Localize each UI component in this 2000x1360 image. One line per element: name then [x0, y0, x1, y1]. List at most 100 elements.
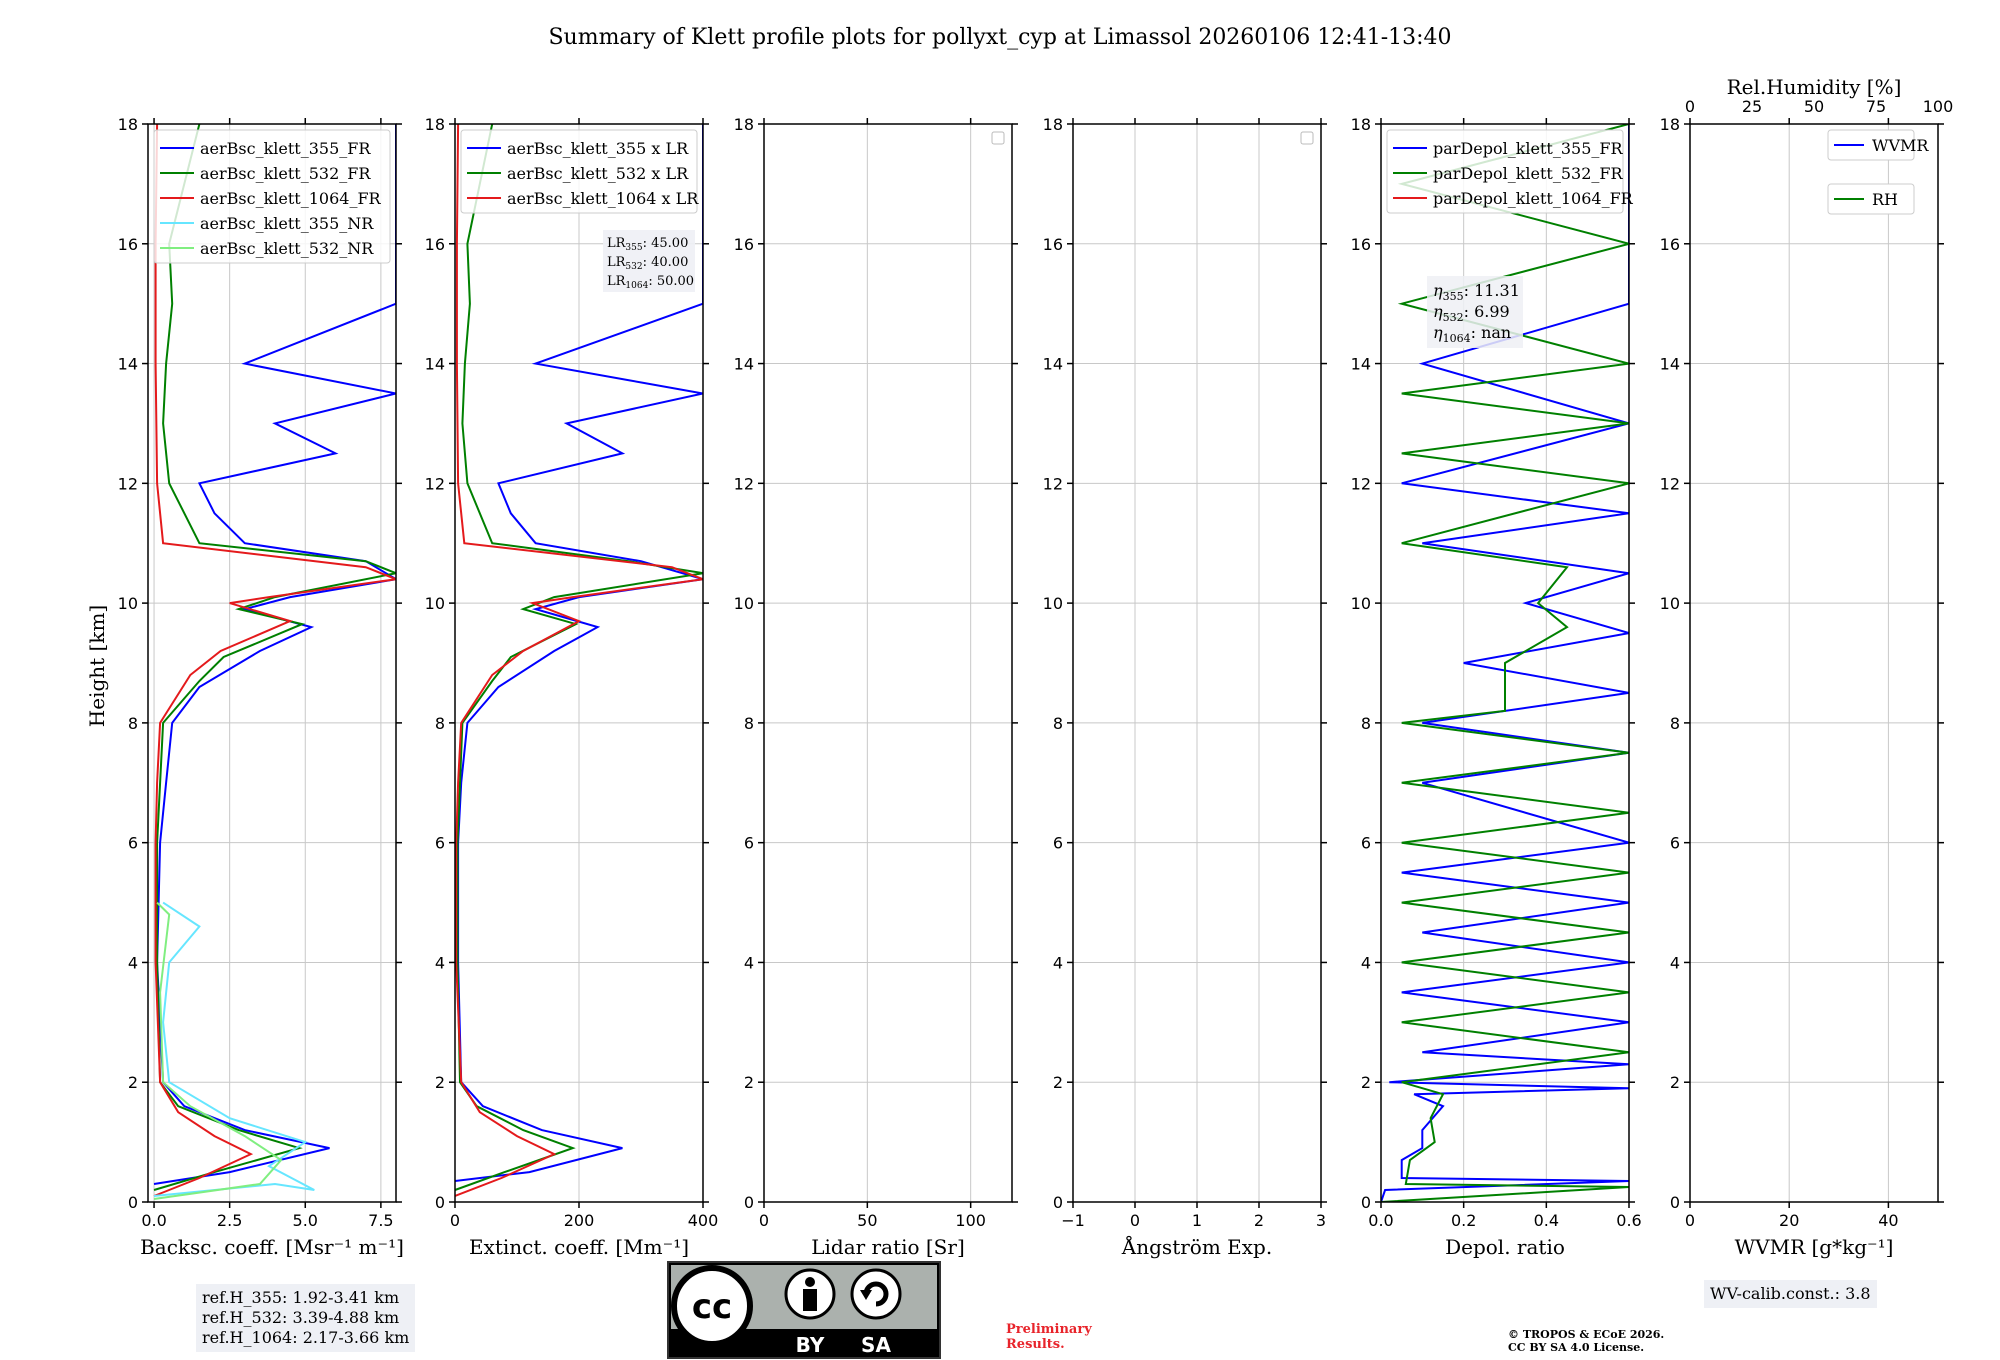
ref-height-355: ref.H_355: 1.92-3.41 km	[202, 1288, 400, 1307]
series-group	[455, 124, 703, 1197]
y-tick-label: 18	[734, 115, 754, 134]
y-tick-label: 4	[1361, 953, 1371, 972]
copyright-line-2: CC BY SA 4.0 License.	[1508, 1341, 1645, 1354]
panel-6: 0 2 4 6 8 10 12 14 16 18 0 20 40 WVMR [g*kg⁻¹] 0 25 50 75…	[1660, 75, 1954, 1259]
legend-box	[460, 129, 698, 214]
y-tick-label: 8	[1053, 714, 1063, 733]
x-tick-label: 0.0	[1368, 1211, 1393, 1230]
axes-frame	[147, 123, 397, 1203]
x-tick-label: 5.0	[293, 1211, 318, 1230]
legend: parDepol_klett_355_FR parDepol_klett_532_…	[1386, 129, 1634, 214]
sa-share-icon	[850, 1268, 902, 1320]
x-tick-label: 0	[450, 1211, 460, 1230]
lidar-ratio-box	[603, 230, 695, 292]
legend: aerBsc_klett_355 x LR aerBsc_klett_532 x …	[460, 129, 699, 214]
legend-entry: parDepol_klett_532_FR	[1433, 164, 1624, 183]
y-tick-label: 8	[1670, 714, 1680, 733]
y-tick-label: 16	[118, 235, 138, 254]
panel-2: 0 2 4 6 8 10 12 14 16 18 0 200 400 Extinct. coeff. [M…	[425, 115, 719, 1259]
y-tick-label: 0	[1053, 1193, 1063, 1212]
y-tick-label: 10	[118, 594, 138, 613]
y-tick-label: 4	[744, 953, 754, 972]
y-tick-label: 10	[1351, 594, 1371, 613]
copyright-line-1: © TROPOS & ECoE 2026.	[1508, 1328, 1665, 1341]
series-group	[153, 124, 396, 1200]
x-tick-label: 2	[1254, 1211, 1264, 1230]
top-tick-label: 25	[1742, 97, 1762, 116]
by-person-body	[803, 1289, 817, 1311]
by-person-head	[805, 1277, 815, 1287]
legend-entry: aerBsc_klett_355_FR	[200, 139, 371, 158]
legend-entry: aerBsc_klett_1064_FR	[200, 189, 382, 208]
axes-frame	[763, 123, 1013, 1203]
y-tick-label: 2	[1670, 1073, 1680, 1092]
x-tick-label: −1	[1061, 1211, 1085, 1230]
y-tick-label: 8	[1361, 714, 1371, 733]
x-tick-label: 200	[564, 1211, 595, 1230]
x-axis-label: Depol. ratio	[1445, 1235, 1565, 1259]
y-tick-label: 2	[128, 1073, 138, 1092]
x-tick-label: 0.6	[1616, 1211, 1641, 1230]
axes-frame	[1689, 123, 1939, 1203]
top-axis-label: Rel.Humidity [%]	[1727, 75, 1902, 99]
x-axis-label: Extinct. coeff. [Mm⁻¹]	[469, 1235, 689, 1259]
y-tick-label: 12	[1351, 474, 1371, 493]
y-tick-label: 16	[425, 235, 445, 254]
sa-arrow	[863, 1281, 889, 1307]
wv-calib-box: WV-calib.const.: 3.8	[1704, 1280, 1877, 1308]
lidar-ratio-355: LR355: 45.00	[607, 236, 688, 253]
lidar-ratio-532: LR532: 40.00	[607, 255, 688, 272]
legend-entry: parDepol_klett_1064_FR	[1433, 189, 1634, 208]
series-aerBsc_klett_355 x LR	[455, 124, 703, 1182]
reference-heights-box: ref.H_355: 1.92-3.41 km ref.H_532: 3.39-…	[196, 1284, 416, 1352]
cc-license-badge: cc BY SA	[667, 1261, 941, 1359]
top-tick-label: 50	[1804, 97, 1824, 116]
x-tick-label: 1	[1192, 1211, 1202, 1230]
y-tick-label: 8	[435, 714, 445, 733]
lidar-ratio-1064: LR1064: 50.00	[607, 274, 694, 291]
series-aerBsc_klett_532_NR	[153, 901, 283, 1200]
y-tick-label: 10	[1043, 594, 1063, 613]
series-parDepol_klett_532_FR	[1381, 124, 1629, 1202]
legend-box	[1827, 129, 1915, 161]
x-axis-label: Lidar ratio [Sr]	[811, 1235, 965, 1259]
cc-logo-text: cc	[692, 1287, 732, 1327]
series-group	[1381, 124, 1629, 1202]
x-tick-label: 7.5	[368, 1211, 393, 1230]
y-tick-label: 6	[1053, 834, 1063, 853]
y-tick-label: 2	[1053, 1073, 1063, 1092]
x-tick-label: 2.5	[217, 1211, 242, 1230]
panel-5: 0 2 4 6 8 10 12 14 16 18 0.0 0.2 0.4 0.6 Depol. ratio p…	[1351, 115, 1642, 1259]
y-tick-label: 6	[1670, 834, 1680, 853]
top-tick-label: 75	[1866, 97, 1886, 116]
ref-height-532: ref.H_532: 3.39-4.88 km	[202, 1308, 400, 1327]
x-tick-label: 100	[955, 1211, 986, 1230]
y-tick-label: 2	[744, 1073, 754, 1092]
y-tick-label: 14	[734, 355, 754, 374]
x-tick-label: 0	[759, 1211, 769, 1230]
y-tick-label: 18	[118, 115, 138, 134]
y-tick-label: 14	[1043, 355, 1063, 374]
y-tick-label: 18	[1351, 115, 1371, 134]
eta-box	[1427, 276, 1523, 348]
y-tick-label: 18	[425, 115, 445, 134]
top-tick-label: 0	[1685, 97, 1695, 116]
legend-entry: aerBsc_klett_532_FR	[200, 164, 371, 183]
y-tick-label: 14	[1351, 355, 1371, 374]
y-tick-label: 18	[1043, 115, 1063, 134]
top-tick-label: 100	[1923, 97, 1954, 116]
x-tick-label: 0	[1130, 1211, 1140, 1230]
y-tick-label: 16	[1043, 235, 1063, 254]
legend-entry: aerBsc_klett_532 x LR	[507, 164, 689, 183]
y-tick-label: 6	[435, 834, 445, 853]
eta-1064: η1064: nan	[1433, 323, 1511, 345]
y-tick-label: 0	[1361, 1193, 1371, 1212]
legend-box	[1827, 183, 1915, 215]
ref-height-1064: ref.H_1064: 2.17-3.66 km	[202, 1328, 410, 1347]
y-tick-label: 6	[128, 834, 138, 853]
x-axis-label: WVMR [g*kg⁻¹]	[1735, 1235, 1894, 1259]
y-tick-label: 6	[1361, 834, 1371, 853]
y-tick-label: 12	[734, 474, 754, 493]
